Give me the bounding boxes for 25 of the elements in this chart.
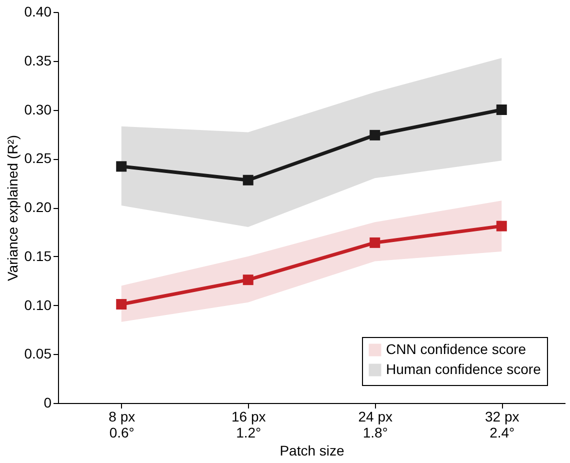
y-axis-title: Variance explained (R²) bbox=[4, 134, 20, 282]
y-tick-label: 0.30 bbox=[24, 101, 52, 118]
y-tick-label: 0.05 bbox=[24, 346, 52, 362]
point bbox=[496, 220, 507, 232]
point bbox=[116, 161, 127, 172]
y-tick-label: 0.20 bbox=[24, 199, 52, 215]
y-tick-label: 0 bbox=[44, 394, 52, 410]
y-tick-label: 0.10 bbox=[24, 296, 52, 313]
x-tick-label: 8 px 0.6° bbox=[108, 408, 136, 440]
y-tick-label: 0.25 bbox=[24, 150, 52, 166]
x-tick-label: 16 px 1.2° bbox=[232, 408, 266, 440]
x-tick-label: 24 px 1.8° bbox=[358, 408, 392, 440]
point bbox=[496, 104, 507, 115]
point bbox=[370, 237, 380, 248]
y-tick-label: 0.40 bbox=[24, 4, 52, 20]
legend-label: CNN confidence score bbox=[386, 341, 526, 357]
x-tick-label: 32 px 2.4° bbox=[485, 408, 520, 440]
y-tick-label: 0.15 bbox=[24, 248, 52, 264]
y-tick-label: 0.35 bbox=[24, 52, 52, 68]
x-axis-title: Patch size bbox=[280, 442, 345, 458]
point bbox=[242, 274, 254, 286]
point bbox=[242, 174, 254, 186]
point bbox=[370, 130, 380, 140]
point bbox=[116, 299, 127, 310]
legend-label: Human confidence score bbox=[386, 361, 542, 377]
